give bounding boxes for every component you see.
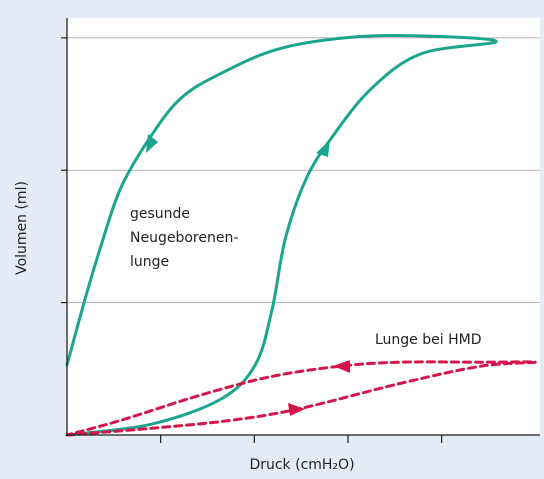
annotation: gesunde — [130, 206, 190, 222]
series-line — [65, 360, 537, 437]
arrow — [333, 360, 350, 373]
series-line — [65, 33, 498, 437]
annotation: Neugeborenen- — [130, 230, 238, 246]
arrow — [146, 134, 158, 153]
lines — [65, 33, 537, 437]
arrow — [316, 140, 330, 157]
x-axis-label: Druck (cmH₂O) — [249, 457, 354, 473]
y-axis-label: Volumen (ml) — [14, 181, 30, 275]
arrow — [288, 403, 305, 416]
annotation: lunge — [130, 254, 169, 270]
annotation: Lunge bei HMD — [375, 332, 481, 348]
plot-area — [67, 18, 540, 435]
